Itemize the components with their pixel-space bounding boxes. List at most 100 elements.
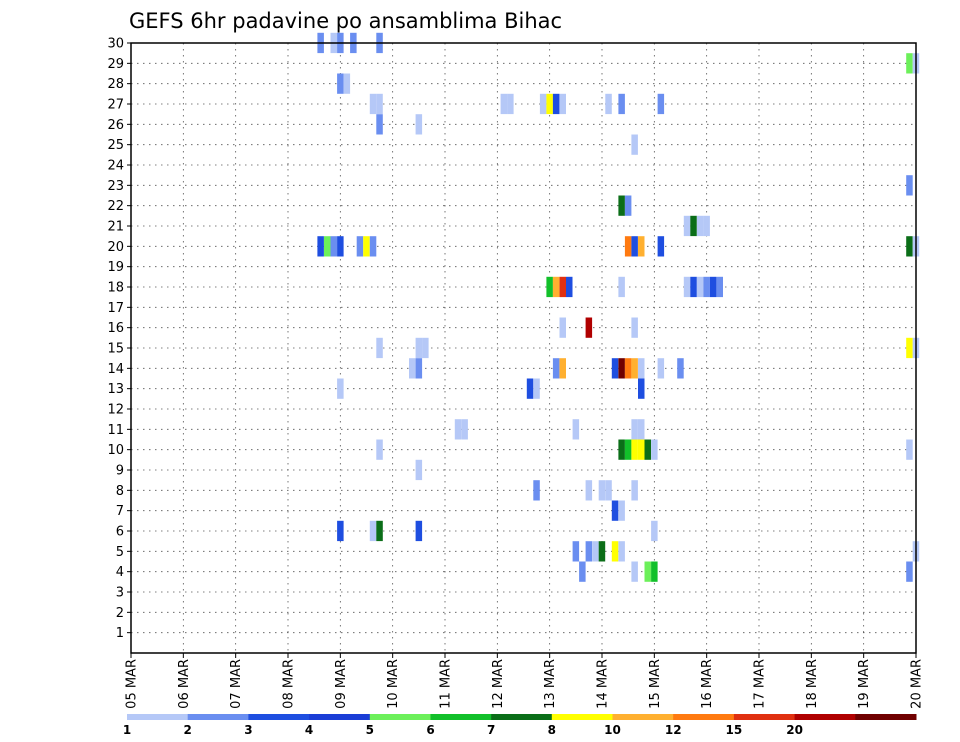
heatmap-cell: [454, 419, 462, 440]
heatmap-cell: [690, 276, 697, 298]
y-tick-label: 12: [107, 403, 124, 418]
y-tick-label: 21: [107, 220, 124, 235]
y-tick-label: 1: [116, 626, 124, 641]
y-tick-label: 9: [116, 464, 124, 479]
heatmap-cell: [356, 236, 364, 257]
heatmap-cell: [611, 358, 619, 379]
heatmap-cell: [624, 236, 632, 257]
x-axis: 05 MAR 06 MAR 07 MAR 08 MAR 09 MAR 10 MAR 11 M…: [125, 653, 925, 709]
y-tick-label: 22: [107, 199, 124, 214]
heatmap-cell: [337, 236, 344, 257]
heatmap-cell: [566, 276, 573, 298]
legend-label: 3: [244, 723, 252, 737]
heatmap-cell: [415, 114, 423, 135]
y-tick-label: 23: [107, 179, 124, 194]
legend-label: 7: [487, 723, 495, 737]
legend-swatch: [248, 714, 310, 720]
x-tick-label: 06 MAR: [177, 659, 192, 709]
x-tick-label: 12 MAR: [491, 659, 506, 709]
y-tick-label: 13: [107, 382, 124, 397]
heatmap-cell: [415, 358, 423, 379]
legend-label: 5: [366, 723, 374, 737]
heatmap-cell: [638, 358, 645, 379]
x-tick-label: 10 MAR: [386, 659, 401, 709]
heatmap-cell: [585, 480, 593, 501]
legend-label: 1: [123, 723, 131, 737]
y-tick-label: 15: [107, 342, 124, 357]
heatmap-cell: [559, 276, 566, 298]
x-tick-label: 11 MAR: [439, 659, 454, 709]
heatmap-cell: [683, 276, 691, 298]
heatmap-cell: [552, 276, 560, 298]
grid-lines: [130, 42, 917, 653]
heatmap-cell: [703, 276, 710, 298]
legend-label: 4: [305, 723, 313, 737]
heatmap-cell: [651, 561, 658, 582]
heatmap-cell: [618, 276, 625, 298]
heatmap-cell: [552, 358, 560, 379]
legend-swatch: [794, 714, 856, 720]
heatmap-cell: [363, 236, 370, 257]
y-tick-label: 4: [116, 565, 124, 580]
y-axis: 1234567891011121314151617181920212223242…: [107, 37, 131, 641]
heatmap-cell: [657, 236, 665, 257]
heatmap-cell: [906, 53, 913, 74]
y-tick-label: 14: [107, 362, 124, 377]
x-tick-label: 15 MAR: [648, 659, 663, 709]
heatmap-cell: [638, 439, 645, 460]
heatmap-cell: [651, 520, 658, 542]
legend-swatch: [369, 714, 431, 720]
heatmap-cell: [696, 276, 704, 298]
legend-swatch: [491, 714, 553, 720]
heatmap-cell: [337, 520, 344, 542]
heatmap-cell: [631, 439, 638, 460]
y-tick-label: 28: [107, 77, 124, 92]
heatmap-cell: [618, 93, 625, 115]
legend-swatch: [187, 714, 249, 720]
heatmap-cell: [611, 500, 619, 521]
legend-label: 6: [426, 723, 434, 737]
y-tick-label: 3: [116, 586, 124, 601]
heatmap-cell: [696, 215, 704, 237]
heatmap-cell: [500, 93, 508, 115]
heatmap-cell: [624, 195, 632, 216]
heatmap-cell: [559, 317, 566, 338]
y-tick-label: 29: [107, 57, 124, 72]
legend-label: 2: [184, 723, 192, 737]
heatmap-cell: [618, 439, 625, 460]
y-tick-label: 17: [107, 301, 124, 316]
heatmap-cell: [376, 337, 383, 359]
heatmap-cell: [559, 358, 566, 379]
heatmap-cell: [631, 317, 638, 338]
heatmap-cell: [906, 337, 913, 359]
heatmap-cell: [631, 134, 638, 155]
heatmap-cell: [369, 93, 377, 115]
heatmap-cell: [716, 276, 723, 298]
heatmap-cell: [415, 337, 423, 359]
heatmap-cell: [330, 236, 337, 257]
y-tick-label: 18: [107, 281, 124, 296]
heatmap-cell: [618, 358, 625, 379]
y-tick-label: 5: [116, 545, 124, 560]
heatmap-cell: [618, 500, 625, 521]
heatmap-cell: [592, 541, 599, 562]
x-tick-label: 05 MAR: [125, 659, 140, 709]
y-tick-label: 11: [107, 423, 124, 438]
heatmap-cell: [585, 541, 593, 562]
y-tick-label: 19: [107, 260, 124, 275]
y-tick-label: 8: [116, 484, 124, 499]
heatmap-cell: [376, 520, 383, 542]
heatmap-cell: [605, 93, 612, 115]
heatmap-cell: [559, 93, 566, 115]
heatmap-cell: [631, 236, 638, 257]
heatmap-cell: [317, 236, 324, 257]
heatmap-cell: [376, 114, 383, 135]
y-tick-label: 10: [107, 443, 124, 458]
heatmap-cell: [376, 93, 383, 115]
heatmap-cell: [376, 439, 383, 460]
heatmap-cell: [507, 93, 514, 115]
heatmap-cell: [546, 276, 553, 298]
y-tick-label: 6: [116, 525, 124, 540]
heatmap-cell: [337, 378, 344, 399]
heatmap-cell: [572, 541, 580, 562]
